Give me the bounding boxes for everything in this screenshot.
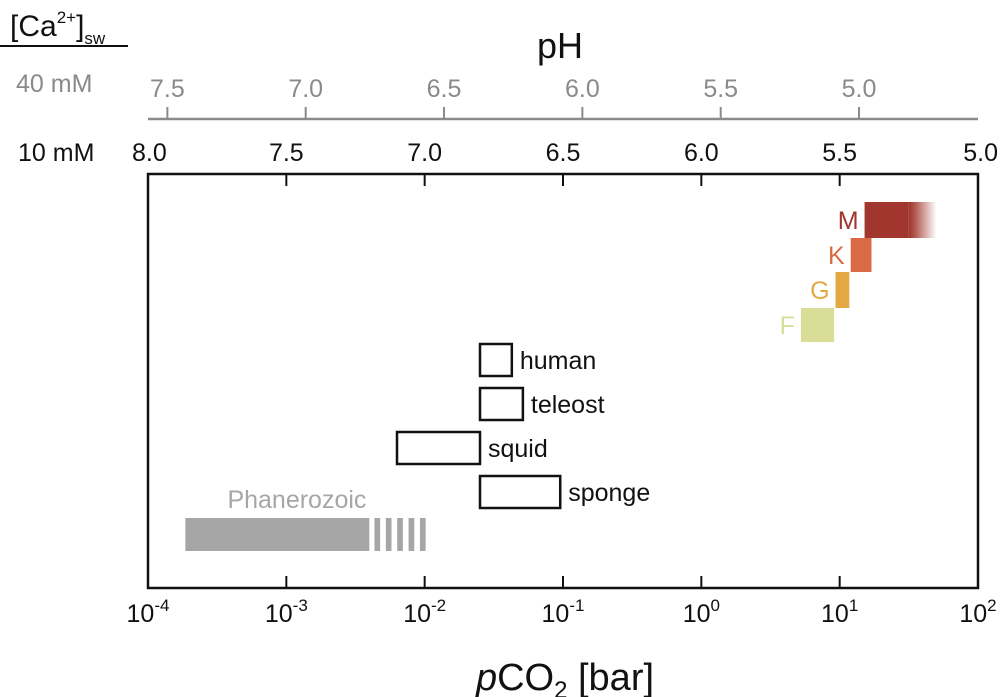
range-label-g: G xyxy=(810,277,829,305)
range-label-squid: squid xyxy=(488,435,548,463)
ph-10mm-tick-label: 6.5 xyxy=(546,139,581,167)
x-tick-label: 102 xyxy=(959,596,996,628)
ph-40mm-tick-label: 7.5 xyxy=(150,75,185,103)
x-tick-label: 100 xyxy=(683,596,720,628)
range-dash-phanerozoic xyxy=(374,518,381,551)
range-bar-m xyxy=(864,202,909,238)
ph-40mm-tick-label: 5.0 xyxy=(842,75,877,103)
x-tick-label: 10-3 xyxy=(265,596,308,628)
range-label-m: M xyxy=(838,207,859,235)
ph-row-label-40mm: 40 mM xyxy=(16,70,92,98)
ph-40mm-tick-label: 5.5 xyxy=(703,75,738,103)
x-tick-label: 101 xyxy=(821,596,858,628)
x-tick-label: 10-2 xyxy=(403,596,446,628)
ph-10mm-tick-label: 7.5 xyxy=(269,139,304,167)
calcium-label: [Ca2+]sw xyxy=(10,8,106,48)
range-dash-phanerozoic xyxy=(419,518,426,551)
ph-row-label-10mm: 10 mM xyxy=(18,139,94,167)
range-label-k: K xyxy=(828,242,845,270)
range-bar-g xyxy=(835,272,850,308)
x-tick-label: 10-1 xyxy=(542,596,585,628)
x-tick-label: 10-4 xyxy=(127,596,170,628)
range-label-f: F xyxy=(780,312,795,340)
ph-40mm-tick-label: 6.5 xyxy=(427,75,462,103)
ph-axis-title: pH xyxy=(537,25,583,66)
ph-10mm-tick-label: 5.0 xyxy=(963,139,998,167)
ph-10mm-tick-label: 5.5 xyxy=(822,139,857,167)
range-bar-f xyxy=(800,308,835,342)
range-box-teleost xyxy=(478,386,525,422)
ph-10mm-tick-label: 8.0 xyxy=(132,139,167,167)
ph-10mm-tick-label: 6.0 xyxy=(684,139,719,167)
range-dash-phanerozoic xyxy=(385,518,392,551)
x-axis-title: pCO2 [bar] xyxy=(475,657,654,697)
range-fade-m xyxy=(908,202,937,238)
range-label-phanerozoic: Phanerozoic xyxy=(227,486,366,514)
range-label-sponge: sponge xyxy=(568,479,650,507)
range-box-squid xyxy=(395,430,482,466)
range-dash-phanerozoic xyxy=(408,518,415,551)
ph-40mm-tick-label: 7.0 xyxy=(288,75,323,103)
range-dash-phanerozoic xyxy=(397,518,403,551)
range-label-teleost: teleost xyxy=(531,391,605,419)
range-label-human: human xyxy=(520,347,596,375)
ph-10mm-tick-label: 7.0 xyxy=(407,139,442,167)
ph-40mm-tick-label: 6.0 xyxy=(565,75,600,103)
range-box-sponge xyxy=(478,474,562,510)
range-box-human xyxy=(478,342,514,378)
range-bar-k xyxy=(850,238,872,272)
range-bar-phanerozoic xyxy=(185,518,370,551)
